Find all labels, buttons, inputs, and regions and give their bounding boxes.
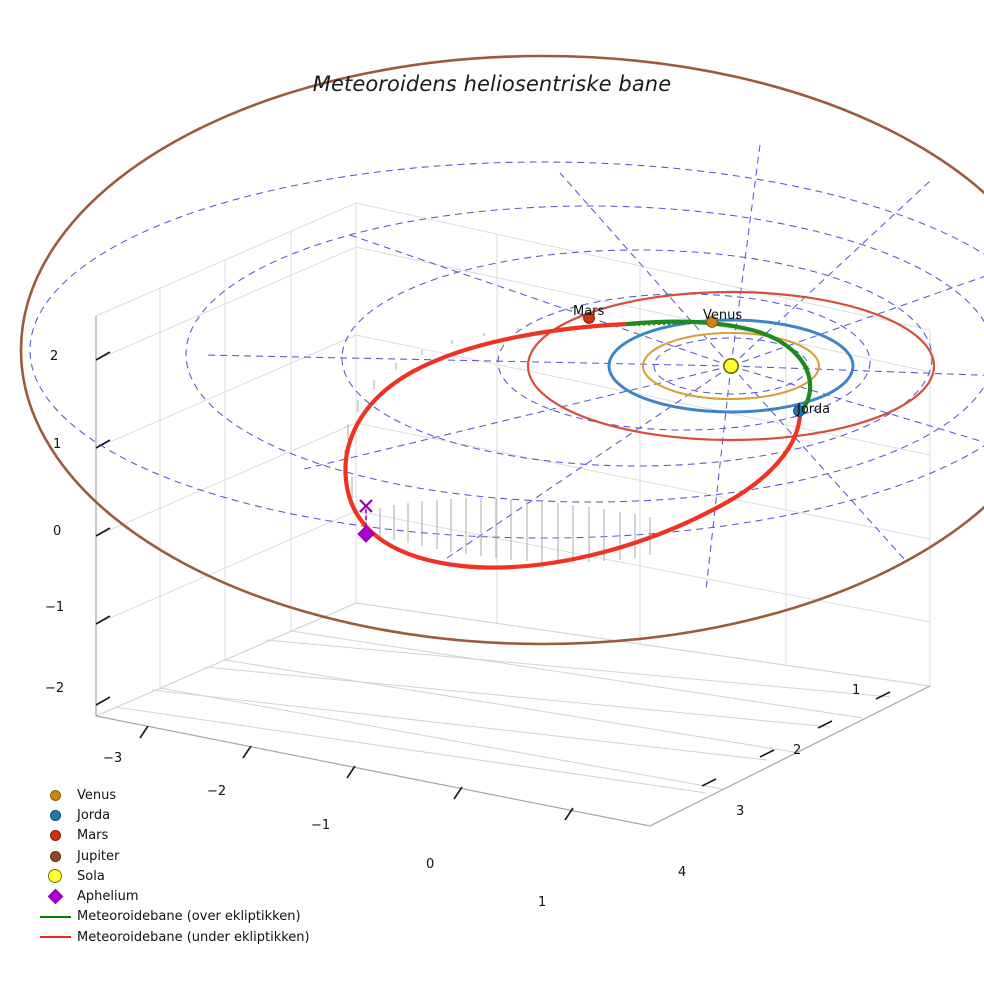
venus-dot-icon — [33, 785, 77, 805]
legend-item-aphelium[interactable]: Aphelium — [33, 886, 333, 906]
legend-label-sola: Sola — [77, 868, 105, 884]
aphelium-diamond-icon — [357, 525, 375, 543]
ecliptic-ring-4 — [185, 205, 984, 503]
sola-dot-icon — [33, 866, 77, 886]
ecliptic-ring-5 — [29, 161, 984, 539]
legend-label-jupiter: Jupiter — [77, 848, 120, 864]
venus-orbit — [641, 331, 821, 401]
aphelium-marker — [357, 499, 375, 543]
ecliptic-polar-grid — [29, 144, 984, 591]
sola-marker — [722, 357, 739, 374]
aphelium-diamond-icon — [33, 886, 77, 906]
mars-orbit — [526, 290, 936, 442]
legend-item-meteoroid-above[interactable]: Meteoroidebane (over ekliptikken) — [33, 907, 333, 927]
axis-ticks — [95, 351, 891, 821]
green-line-icon — [33, 907, 77, 927]
legend-item-jorda[interactable]: Jorda — [33, 805, 333, 825]
legend-item-jupiter[interactable]: Jupiter — [33, 846, 333, 866]
pane-back-wall — [355, 202, 931, 687]
jupiter-orbit — [19, 54, 984, 646]
jupiter-dot-icon — [33, 846, 77, 866]
legend-label-jorda: Jorda — [77, 807, 111, 823]
y-axis-spine — [649, 685, 931, 827]
axis-spines — [95, 316, 931, 827]
jorda-dot-icon — [33, 805, 77, 825]
legend-label-meteoroid-below: Meteoroidebane (under ekliptikken) — [77, 929, 310, 945]
jorda-marker — [793, 405, 805, 417]
legend-item-sola[interactable]: Sola — [33, 866, 333, 886]
x-axis-spine — [95, 715, 651, 827]
meteoroid-orbit-below-ecliptic — [343, 321, 803, 570]
legend-item-mars[interactable]: Mars — [33, 826, 333, 846]
ecliptic-ring-1 — [653, 337, 809, 395]
mars-dot-icon — [33, 826, 77, 846]
venus-marker — [706, 316, 718, 328]
red-line-icon — [33, 927, 77, 947]
ecliptic-spokes — [204, 144, 984, 591]
legend-item-venus[interactable]: Venus — [33, 785, 333, 805]
legend-item-meteoroid-below[interactable]: Meteoroidebane (under ekliptikken) — [33, 927, 333, 947]
aphelium-x-icon — [359, 499, 373, 513]
meteoroid-orbit-above-ecliptic — [625, 319, 813, 415]
legend-label-mars: Mars — [77, 828, 109, 844]
legend-label-aphelium: Aphelium — [77, 889, 139, 905]
ecliptic-ring-3 — [341, 249, 933, 467]
legend-label-meteoroid-above: Meteoroidebane (over ekliptikken) — [77, 909, 301, 925]
pane-left-wall — [95, 202, 357, 717]
jorda-orbit — [607, 318, 855, 414]
mars-marker — [583, 312, 595, 324]
legend-label-venus: Venus — [77, 787, 117, 803]
legend: Venus Jorda Mars Jupiter Sola — [33, 785, 333, 947]
meteoroid-node-dotted — [627, 319, 701, 327]
